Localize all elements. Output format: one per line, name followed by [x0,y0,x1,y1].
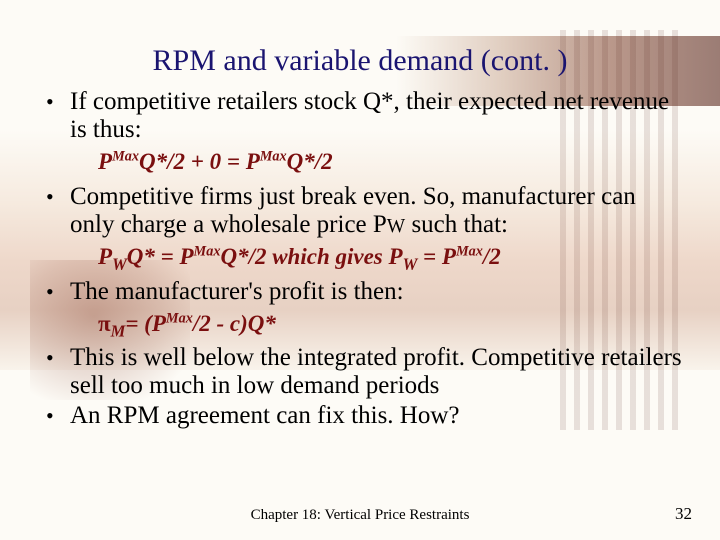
bullet-4-text: This is well below the integrated profit… [70,344,682,399]
f2-subw2: W [403,254,418,273]
f1-p1: P [98,149,112,174]
f1-end: Q*/2 [287,149,333,174]
f1-sup2: Max [260,148,287,164]
bullet-1: If competitive retailers stock Q*, their… [46,88,686,144]
f2-mid2: Q*/2 which gives P [220,244,402,269]
f3-pi: π [98,311,111,336]
formula-1: PMaxQ*/2 + 0 = PMaxQ*/2 [98,148,686,177]
f3-a: = (P [125,311,166,336]
f1-sup1: Max [112,148,139,164]
f2-mid1: Q* = P [127,244,194,269]
formula-2: PWQ* = PMaxQ*/2 which gives PW = PMax/2 [98,243,686,272]
f2-end: /2 [483,244,501,269]
slide-title: RPM and variable demand (cont. ) [34,44,686,78]
slide-content: RPM and variable demand (cont. ) If comp… [0,0,720,430]
f2-mid3: = P [417,244,456,269]
bullet-3-text: The manufacturer's profit is then: [70,278,404,305]
bullet-2a: Competitive firms just break even. So, m… [70,183,636,238]
bullet-1-text: If competitive retailers stock Q*, their… [70,88,669,143]
bullet-5-text: An RPM agreement can fix this. How? [70,402,460,429]
f2-p1: P [98,244,112,269]
f1-mid: Q*/2 + 0 = P [139,149,260,174]
f3-b: /2 - c)Q* [193,311,276,336]
f3-subm: M [111,321,126,340]
bullet-4: This is well below the integrated profit… [46,344,686,400]
f3-sup: Max [166,310,193,326]
bullet-list-2: Competitive firms just break even. So, m… [34,183,686,239]
footer-chapter: Chapter 18: Vertical Price Restraints [0,507,720,524]
bullet-2-subw: W [387,216,405,237]
f2-sup1: Max [194,243,221,259]
f2-sup2: Max [456,243,483,259]
bullet-list-4: This is well below the integrated profit… [34,344,686,430]
formula-3: πM= (PMax/2 - c)Q* [98,310,686,339]
bullet-3: The manufacturer's profit is then: [46,278,686,306]
f2-subw1: W [112,254,127,273]
bullet-list: If competitive retailers stock Q*, their… [34,88,686,144]
bullet-list-3: The manufacturer's profit is then: [34,278,686,306]
bullet-5: An RPM agreement can fix this. How? [46,402,686,430]
slide: RPM and variable demand (cont. ) If comp… [0,0,720,540]
bullet-2: Competitive firms just break even. So, m… [46,183,686,239]
footer-page-number: 32 [675,504,692,524]
bullet-2b: such that: [405,211,508,238]
